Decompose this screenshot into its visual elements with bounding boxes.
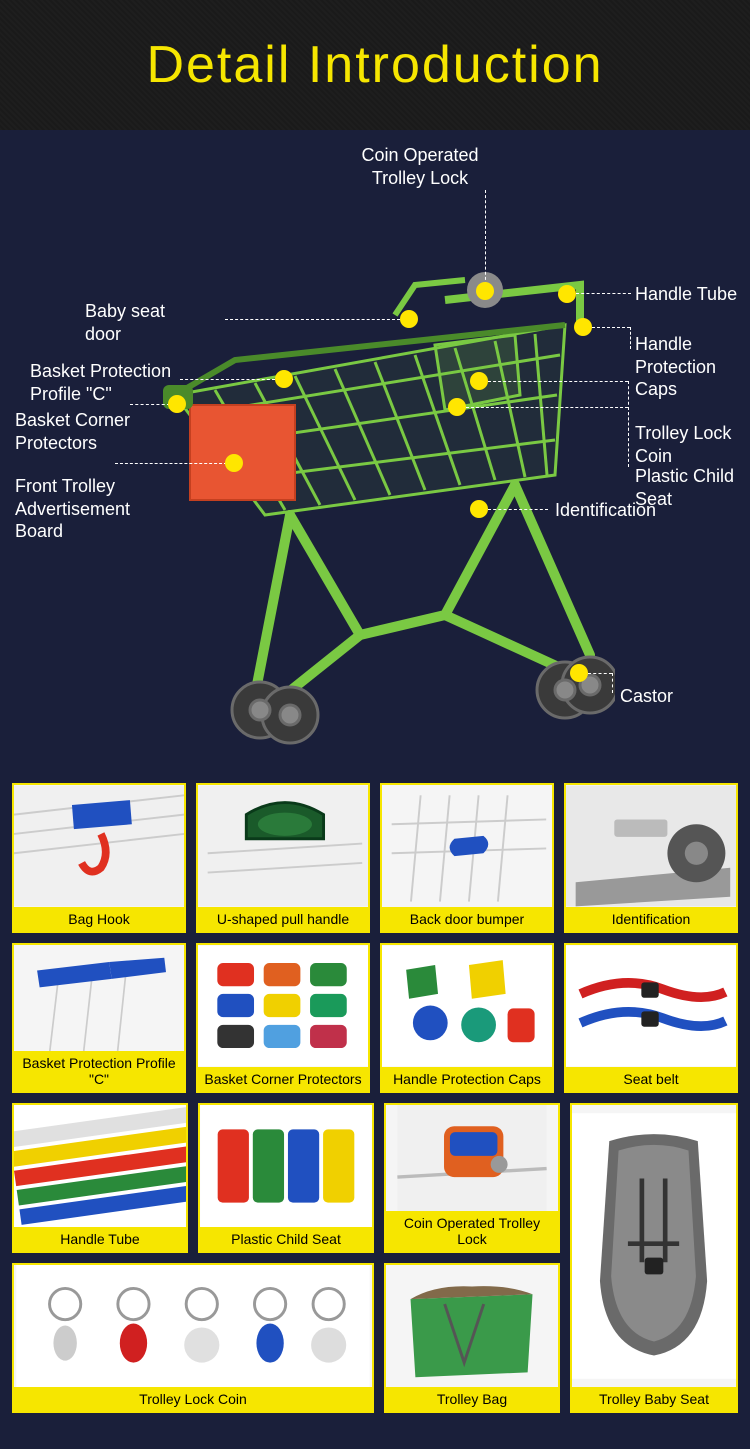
marker-corner bbox=[168, 395, 186, 413]
leader bbox=[628, 407, 629, 467]
leader bbox=[466, 407, 628, 408]
card-label: Seat belt bbox=[566, 1067, 736, 1091]
grid-row-1: Bag Hook U-shaped pull handle Back door … bbox=[12, 783, 738, 933]
marker-coin bbox=[470, 372, 488, 390]
callout-baby-door: Baby seat door bbox=[85, 300, 165, 345]
marker-identification bbox=[470, 500, 488, 518]
card-corner-prot: Basket Corner Protectors bbox=[196, 943, 370, 1093]
marker-baby-door bbox=[400, 310, 418, 328]
card-handle-tube: Handle Tube bbox=[12, 1103, 188, 1253]
callout-handle-caps: Handle Protection Caps bbox=[635, 333, 716, 401]
card-lock-coin: Trolley Lock Coin bbox=[12, 1263, 374, 1413]
leader bbox=[485, 190, 486, 285]
card-label: Identification bbox=[566, 907, 736, 931]
card-label: U-shaped pull handle bbox=[198, 907, 368, 931]
marker-castor bbox=[570, 664, 588, 682]
thumb-handle-caps bbox=[382, 945, 552, 1067]
grid-row-2: Basket Protection Profile "C" Basket Cor… bbox=[12, 943, 738, 1093]
marker-handle-tube bbox=[558, 285, 576, 303]
thumb-lock-coin bbox=[14, 1265, 372, 1387]
thumb-seat-belt bbox=[566, 945, 736, 1067]
card-bumper: Back door bumper bbox=[380, 783, 554, 933]
thumb-bumper bbox=[382, 785, 552, 907]
card-label: Back door bumper bbox=[382, 907, 552, 931]
card-bag-hook: Bag Hook bbox=[12, 783, 186, 933]
thumb-coin-lock bbox=[386, 1105, 558, 1211]
card-u-handle: U-shaped pull handle bbox=[196, 783, 370, 933]
marker-handle-caps bbox=[574, 318, 592, 336]
thumb-corner-prot bbox=[198, 945, 368, 1067]
leader bbox=[592, 327, 630, 328]
thumb-handle-tube bbox=[14, 1105, 186, 1227]
marker-coin-lock bbox=[476, 282, 494, 300]
marker-profile-c bbox=[275, 370, 293, 388]
card-label: Coin Operated Trolley Lock bbox=[386, 1211, 558, 1251]
callout-castor: Castor bbox=[620, 685, 673, 708]
callout-corner: Basket Corner Protectors bbox=[15, 409, 130, 454]
cart-illustration bbox=[135, 195, 615, 755]
card-label: Handle Tube bbox=[14, 1227, 186, 1251]
card-label: Trolley Bag bbox=[386, 1387, 558, 1411]
thumb-trolley-bag bbox=[386, 1265, 558, 1387]
thumb-identification bbox=[566, 785, 736, 907]
card-label: Bag Hook bbox=[14, 907, 184, 931]
card-label: Trolley Baby Seat bbox=[572, 1387, 736, 1411]
card-coin-lock: Coin Operated Trolley Lock bbox=[384, 1103, 560, 1253]
card-child-seat: Plastic Child Seat bbox=[198, 1103, 374, 1253]
callout-coin: Trolley Lock Coin bbox=[635, 422, 731, 467]
card-trolley-bag: Trolley Bag bbox=[384, 1263, 560, 1413]
leader bbox=[576, 293, 631, 294]
marker-ad-board bbox=[225, 454, 243, 472]
card-profile-c: Basket Protection Profile "C" bbox=[12, 943, 186, 1093]
card-label: Handle Protection Caps bbox=[382, 1067, 552, 1091]
leader bbox=[115, 463, 227, 464]
leader bbox=[612, 673, 613, 693]
card-seat-belt: Seat belt bbox=[564, 943, 738, 1093]
callout-profile-c: Basket Protection Profile "C" bbox=[30, 360, 171, 405]
callout-identification: Identification bbox=[555, 499, 656, 522]
thumb-bag-hook bbox=[14, 785, 184, 907]
leader bbox=[488, 381, 628, 382]
card-label: Trolley Lock Coin bbox=[14, 1387, 372, 1411]
card-label: Basket Corner Protectors bbox=[198, 1067, 368, 1091]
leader bbox=[180, 379, 275, 380]
thumb-u-handle bbox=[198, 785, 368, 907]
leader bbox=[225, 319, 400, 320]
marker-child-seat bbox=[448, 398, 466, 416]
grid-area: Bag Hook U-shaped pull handle Back door … bbox=[0, 775, 750, 1421]
callout-coin-lock: Coin Operated Trolley Lock bbox=[300, 144, 540, 189]
thumb-child-seat bbox=[200, 1105, 372, 1227]
card-handle-caps: Handle Protection Caps bbox=[380, 943, 554, 1093]
grid-row-3: Handle Tube Plastic Child Seat Coin Oper… bbox=[12, 1103, 738, 1413]
card-identification: Identification bbox=[564, 783, 738, 933]
thumb-profile-c bbox=[14, 945, 184, 1051]
leader bbox=[588, 673, 612, 674]
title-bar: Detail Introduction bbox=[0, 0, 750, 130]
leader bbox=[488, 509, 548, 510]
thumb-baby-seat bbox=[572, 1105, 736, 1387]
card-label: Basket Protection Profile "C" bbox=[14, 1051, 184, 1091]
callout-handle-tube: Handle Tube bbox=[635, 283, 737, 306]
diagram-area: Coin Operated Trolley Lock Handle Tube B… bbox=[0, 130, 750, 775]
card-label: Plastic Child Seat bbox=[200, 1227, 372, 1251]
callout-ad-board: Front Trolley Advertisement Board bbox=[15, 475, 130, 543]
leader bbox=[130, 404, 170, 405]
page-title: Detail Introduction bbox=[146, 35, 603, 95]
leader bbox=[630, 327, 631, 349]
card-baby-seat: Trolley Baby Seat bbox=[570, 1103, 738, 1413]
